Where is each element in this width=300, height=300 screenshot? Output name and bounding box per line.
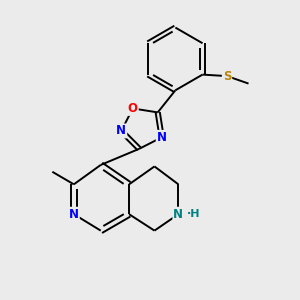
Text: S: S	[223, 70, 231, 83]
Text: N: N	[69, 208, 79, 221]
Text: N: N	[157, 131, 167, 144]
Text: N: N	[173, 208, 183, 221]
Text: ·H: ·H	[187, 208, 201, 219]
Text: N: N	[116, 124, 126, 137]
Text: O: O	[128, 102, 138, 115]
